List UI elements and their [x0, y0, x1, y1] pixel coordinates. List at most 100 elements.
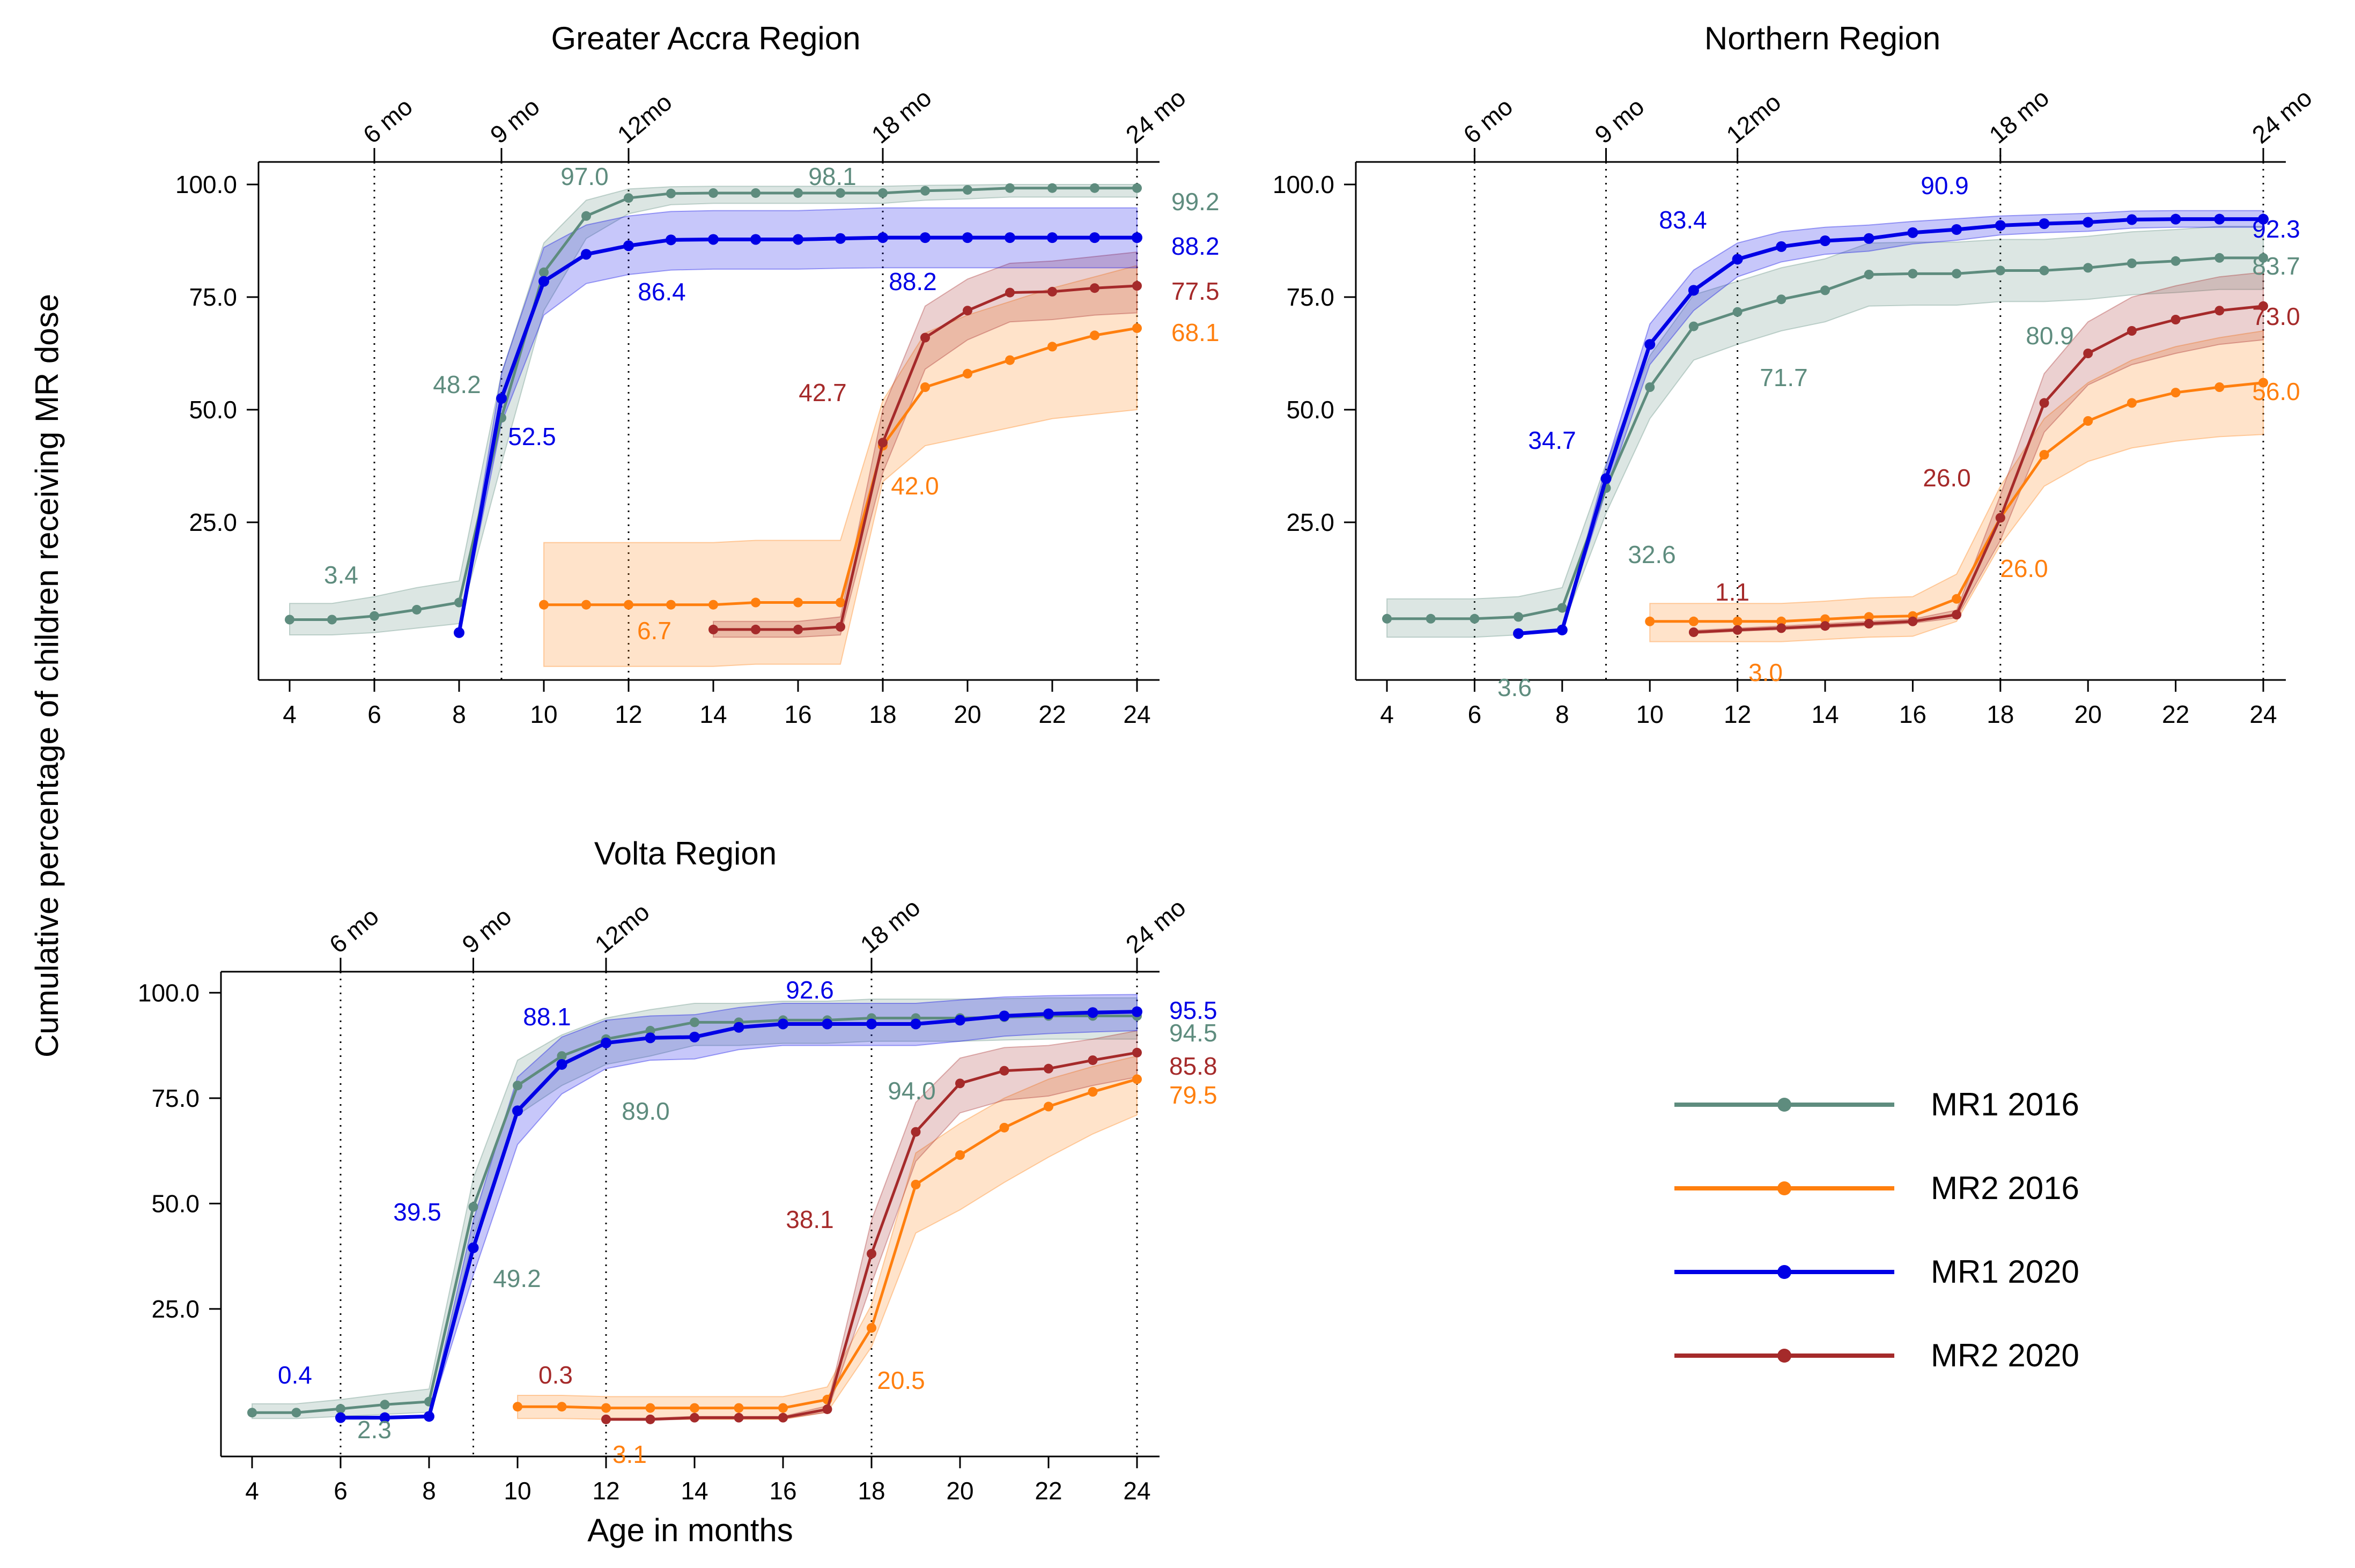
x-tick-label: 20	[2075, 700, 2102, 728]
data-point-mr1-2016	[581, 211, 591, 221]
data-label-mr1-2016: 80.9	[2026, 322, 2074, 350]
data-point-mr2-2020	[1044, 1063, 1053, 1074]
data-label-mr1-2020: 0.4	[278, 1361, 312, 1389]
ci-band-mr2-2016	[517, 1055, 1138, 1420]
legend-marker	[1777, 1181, 1791, 1195]
data-point-mr2-2020	[1908, 616, 1918, 626]
data-point-mr2-2020	[1776, 623, 1786, 633]
data-label-mr1-2020: 34.7	[1528, 426, 1576, 454]
panel-volta: Volta Region 25.0 50.0 75.0 100.0 4 6 8 10 12 14 16…	[138, 835, 1217, 1548]
data-point-mr2-2016	[2214, 382, 2225, 392]
x-tick-label: 4	[245, 1477, 259, 1505]
data-point-mr2-2016	[955, 1150, 965, 1160]
data-point-mr2-2016	[1132, 1074, 1142, 1084]
data-point-mr2-2016	[708, 600, 718, 610]
data-point-mr1-2016	[708, 188, 718, 198]
data-point-mr1-2020	[2214, 213, 2225, 225]
data-label-mr1-2020: 92.3	[2252, 215, 2300, 243]
data-point-mr2-2016	[1688, 616, 1699, 626]
data-point-mr2-2020	[1688, 627, 1699, 637]
data-point-mr1-2016	[1090, 183, 1099, 193]
data-point-mr2-2016	[999, 1122, 1009, 1133]
x-tick-label: 8	[1555, 700, 1569, 728]
data-point-mr1-2016	[1047, 183, 1057, 193]
legend-item-mr2-2016: MR2 2016	[1674, 1170, 2079, 1206]
ci-band-mr1-2016	[289, 184, 1138, 635]
data-point-mr1-2016	[1952, 269, 1962, 279]
data-point-mr1-2020	[1556, 624, 1568, 635]
x-tick-label: 10	[1636, 700, 1664, 728]
y-tick-label: 75.0	[189, 283, 237, 311]
x-tick-label: 16	[784, 700, 811, 728]
data-point-mr2-2016	[601, 1403, 611, 1413]
data-label-mr2-2016: 79.5	[1169, 1081, 1217, 1109]
x-tick-label: 16	[769, 1477, 796, 1505]
x-tick-label: 12	[1724, 700, 1751, 728]
legend-label: MR2 2016	[1931, 1170, 2079, 1206]
data-label-mr1-2016: 3.6	[1497, 674, 1532, 701]
data-point-mr1-2016	[1005, 183, 1015, 193]
data-label-mr1-2016: 3.4	[324, 561, 358, 589]
data-point-mr2-2016	[1952, 594, 1962, 604]
data-point-mr1-2016	[1908, 269, 1918, 279]
x-tick-label: 8	[422, 1477, 436, 1505]
reference-line-label: 9 mo	[457, 902, 517, 959]
data-point-mr1-2020	[2170, 213, 2181, 225]
data-point-mr1-2020	[835, 233, 846, 244]
data-point-mr1-2016	[1776, 294, 1786, 305]
data-point-mr1-2016	[963, 185, 972, 195]
data-point-mr2-2020	[708, 624, 718, 634]
data-point-mr1-2016	[291, 1408, 301, 1418]
data-point-mr2-2016	[1732, 616, 1743, 626]
y-axis-title: Cumulative percentage of children receiv…	[29, 294, 65, 1057]
data-label-mr2-2020: 38.1	[786, 1205, 834, 1233]
data-point-mr1-2016	[1557, 603, 1567, 613]
x-tick-label: 14	[1811, 700, 1839, 728]
data-point-mr2-2020	[1732, 625, 1743, 635]
data-label-mr2-2020: 0.3	[538, 1361, 573, 1389]
data-point-mr2-2016	[778, 1403, 788, 1413]
data-point-mr2-2016	[1820, 614, 1830, 624]
data-point-mr1-2020	[1087, 1007, 1098, 1018]
data-label-mr2-2020: 42.7	[799, 379, 847, 406]
data-point-mr2-2020	[878, 438, 888, 448]
data-point-mr2-2016	[2083, 416, 2093, 426]
x-tick-label: 18	[1987, 700, 2014, 728]
y-tick-label: 75.0	[1286, 283, 1334, 311]
data-label-mr1-2020: 83.4	[1659, 206, 1707, 234]
data-point-mr2-2020	[645, 1414, 655, 1424]
data-point-mr2-2020	[955, 1078, 965, 1089]
data-point-mr1-2020	[1005, 232, 1015, 243]
data-point-mr1-2020	[2039, 218, 2050, 230]
data-point-mr2-2016	[751, 597, 761, 608]
data-point-mr1-2020	[2126, 214, 2137, 225]
data-point-mr1-2020	[645, 1032, 656, 1044]
data-label-mr1-2016: 32.6	[1628, 541, 1676, 568]
data-point-mr1-2016	[836, 188, 845, 198]
data-point-mr2-2020	[963, 306, 972, 316]
data-point-mr1-2016	[1645, 382, 1655, 392]
data-point-mr1-2020	[556, 1059, 567, 1070]
reference-line-label: 18 mo	[1984, 84, 2054, 149]
data-label-mr1-2020: 39.5	[393, 1198, 441, 1226]
data-label-mr2-2016: 6.7	[637, 617, 671, 645]
legend-marker	[1777, 1265, 1791, 1279]
y-tick-label: 75.0	[151, 1084, 200, 1112]
x-tick-label: 18	[858, 1477, 885, 1505]
data-point-mr2-2020	[911, 1127, 921, 1137]
data-label-mr2-2020: 77.5	[1171, 277, 1220, 305]
data-point-mr1-2020	[1776, 241, 1787, 252]
x-tick-label: 12	[592, 1477, 619, 1505]
data-point-mr2-2016	[1088, 1087, 1098, 1097]
y-tick-label: 100.0	[1273, 171, 1334, 198]
x-tick-label: 24	[1123, 700, 1150, 728]
data-point-mr1-2020	[538, 276, 549, 287]
data-label-mr1-2020: 90.9	[1921, 172, 1969, 199]
data-point-mr1-2016	[1820, 285, 1830, 295]
data-point-mr1-2020	[793, 234, 803, 245]
y-tick-label: 25.0	[189, 508, 237, 536]
data-label-mr1-2020: 52.5	[508, 423, 556, 450]
data-point-mr1-2020	[920, 232, 931, 243]
data-point-mr1-2016	[370, 611, 379, 621]
data-point-mr2-2020	[2127, 326, 2137, 336]
